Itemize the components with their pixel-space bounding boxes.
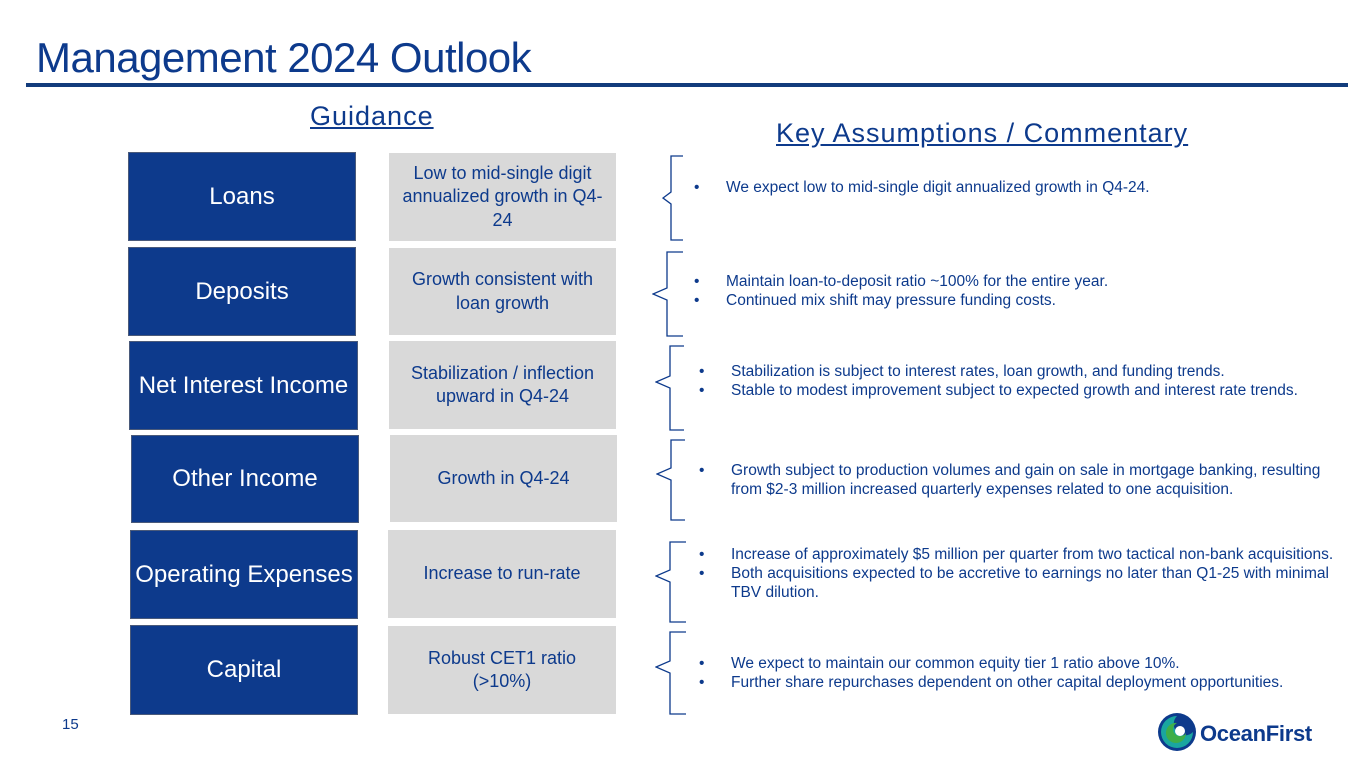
oceanfirst-logo: OceanFirst	[1156, 711, 1342, 753]
commentary-item: We expect to maintain our common equity …	[699, 654, 1349, 673]
commentary-item: Stabilization is subject to interest rat…	[699, 362, 1319, 381]
brace-deposits	[652, 251, 683, 337]
commentary-other-income: Growth subject to production volumes and…	[699, 461, 1324, 499]
brace-other-income	[656, 439, 685, 521]
commentary-deposits: Maintain loan-to-deposit ratio ~100% for…	[694, 272, 1344, 310]
logo-text: OceanFirst	[1200, 721, 1312, 746]
category-operating-expenses: Operating Expenses	[130, 530, 358, 619]
commentary-operating-expenses: Increase of approximately $5 million per…	[699, 545, 1339, 602]
commentary-item: Stable to modest improvement subject to …	[699, 381, 1319, 400]
guidance-other-income: Growth in Q4-24	[390, 435, 617, 522]
brace-net-interest-income	[655, 345, 684, 431]
category-loans: Loans	[128, 152, 356, 241]
guidance-net-interest-income: Stabilization / inflection upward in Q4-…	[389, 341, 616, 429]
title-divider	[26, 83, 1348, 87]
key-assumptions-header: Key Assumptions / Commentary	[776, 118, 1189, 148]
guidance-header: Guidance	[310, 101, 434, 131]
commentary-item: We expect low to mid-single digit annual…	[694, 178, 1344, 197]
commentary-item: Increase of approximately $5 million per…	[699, 545, 1339, 564]
commentary-item: Growth subject to production volumes and…	[699, 461, 1324, 499]
brace-loans	[662, 155, 683, 241]
wave-icon	[1158, 713, 1196, 751]
commentary-item: Both acquisitions expected to be accreti…	[699, 564, 1339, 602]
brace-operating-expenses	[655, 541, 686, 623]
category-other-income: Other Income	[131, 435, 359, 523]
commentary-item: Continued mix shift may pressure funding…	[694, 291, 1344, 310]
guidance-deposits: Growth consistent with loan growth	[389, 248, 616, 335]
commentary-item: Further share repurchases dependent on o…	[699, 673, 1349, 692]
guidance-operating-expenses: Increase to run-rate	[388, 530, 616, 618]
category-deposits: Deposits	[128, 247, 356, 336]
guidance-loans: Low to mid-single digit annualized growt…	[389, 153, 616, 241]
category-net-interest-income: Net Interest Income	[129, 341, 358, 430]
guidance-capital: Robust CET1 ratio (>10%)	[388, 626, 616, 714]
commentary-item: Maintain loan-to-deposit ratio ~100% for…	[694, 272, 1344, 291]
brace-capital	[655, 631, 686, 715]
page-title: Management 2024 Outlook	[36, 34, 532, 81]
commentary-net-interest-income: Stabilization is subject to interest rat…	[699, 362, 1319, 400]
commentary-loans: We expect low to mid-single digit annual…	[694, 178, 1344, 197]
category-capital: Capital	[130, 625, 358, 715]
page-number: 15	[62, 716, 79, 733]
commentary-capital: We expect to maintain our common equity …	[699, 654, 1349, 692]
